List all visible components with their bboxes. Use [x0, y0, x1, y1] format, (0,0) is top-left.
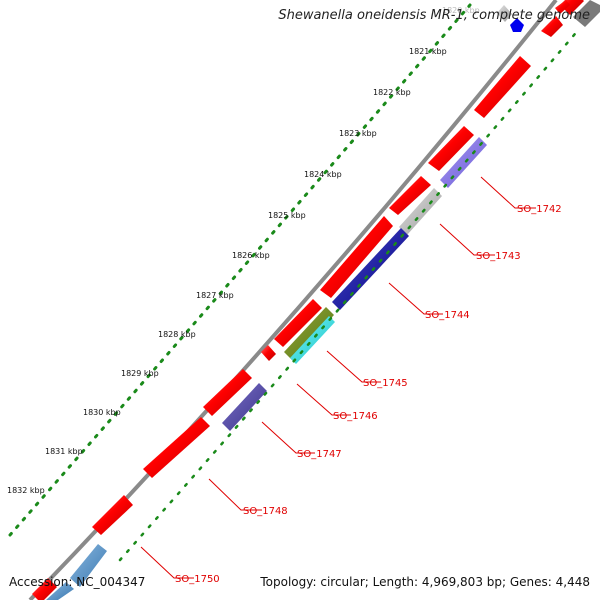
forward-strand-genes [32, 0, 584, 600]
ruler-tick-label: 1829 kbp [121, 369, 159, 378]
gene-label-SO_1745: SO_1745 [363, 378, 408, 389]
ruler-tick-label: 1832 kbp [7, 486, 45, 495]
map-title: Shewanella oneidensis MR-1, complete gen… [278, 8, 590, 23]
ruler-tick-label: 1831 kbp [45, 447, 83, 456]
ruler-tick-label: 1823 kbp [339, 129, 377, 138]
ruler-dotted-ring [8, 3, 472, 537]
ruler-tick-label: 1824 kbp [304, 170, 342, 179]
leader-line-SO_1750 [140, 546, 194, 579]
gene-SO_1743 [399, 188, 442, 235]
ruler-tick-label: 1827 kbp [196, 291, 234, 300]
gene-forward [92, 495, 133, 535]
genome-backbone [28, 0, 558, 600]
ruler-tick-label: 1830 kbp [83, 408, 121, 417]
gene-label-SO_1743: SO_1743 [476, 251, 521, 262]
gene-forward [389, 176, 431, 215]
gene-SO_1747 [222, 383, 267, 431]
gene-forward [203, 369, 252, 416]
gene-forward [143, 417, 210, 478]
gene-label-SO_1742: SO_1742 [517, 204, 562, 215]
gene-forward [32, 578, 57, 600]
genome-summary-text: Topology: circular; Length: 4,969,803 bp… [260, 575, 590, 589]
gene-grey [497, 5, 512, 22]
ruler-tick-label: 1820 kbp [442, 6, 480, 15]
ruler-tick-label: 1826 kbp [232, 251, 270, 260]
gene-label-SO_1744: SO_1744 [425, 310, 470, 321]
gene-blue [510, 18, 524, 32]
gene-forward [541, 16, 563, 37]
leader-line-SO_1745 [326, 350, 381, 383]
leader-line-SO_1748 [208, 478, 262, 511]
gene-label-SO_1748: SO_1748 [243, 506, 288, 517]
gene-label-SO_1750: SO_1750 [175, 574, 220, 585]
gene-forward [261, 345, 276, 361]
gene-red-inner [555, 0, 570, 14]
ruler-tick-label: 1825 kbp [268, 211, 306, 220]
leader-line-SO_1744 [388, 282, 443, 315]
leader-line-SO_1743 [439, 223, 495, 256]
reverse-strand-genes [46, 0, 600, 600]
gene-SO_1744 [332, 228, 409, 310]
gene-forward [320, 216, 393, 298]
gene-forward [428, 126, 474, 171]
gene-SO_1745 [284, 307, 334, 360]
gene-label-SO_1747: SO_1747 [297, 449, 342, 460]
gene-forward [274, 299, 322, 347]
leader-line-SO_1747 [261, 421, 315, 454]
ruler-tick-label: 1828 kbp [158, 330, 196, 339]
inner-dotted-ring [118, 26, 582, 562]
gene-SO_1750-tail [46, 582, 74, 600]
gene-SO_1742 [440, 137, 487, 188]
ruler-tick-labels: 1820 kbp 1821 kbp 1822 kbp 1823 kbp 1824… [7, 6, 480, 495]
leader-line-SO_1746 [296, 383, 351, 416]
gene-SO_1750 [70, 544, 107, 587]
leader-line-SO_1742 [480, 176, 536, 209]
accession-text: Accession: NC_004347 [9, 575, 146, 589]
gene-grey [573, 0, 600, 27]
ruler-tick-label: 1821 kbp [409, 47, 447, 56]
gene-label-SO_1746: SO_1746 [333, 411, 378, 422]
gene-leader-lines [140, 176, 536, 579]
gene-labels: SO_1742 SO_1743 SO_1744 SO_1745 SO_1746 … [175, 204, 562, 585]
gene-forward [474, 56, 531, 118]
ruler-tick-label: 1822 kbp [373, 88, 411, 97]
